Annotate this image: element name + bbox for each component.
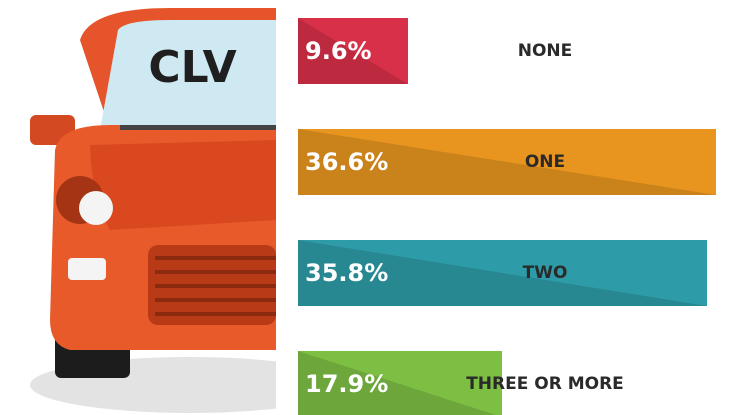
value-label: 17.9% <box>305 370 389 398</box>
category-label: ONE <box>524 151 566 172</box>
value-label: 35.8% <box>305 259 389 287</box>
category-label: TWO <box>522 262 568 283</box>
bar <box>298 351 503 415</box>
category-label: NONE <box>517 40 573 61</box>
bar <box>298 129 716 195</box>
value-label: 9.6% <box>305 37 372 65</box>
value-label: 36.6% <box>305 148 389 176</box>
chart-title: CLV <box>148 42 237 93</box>
category-label: THREE OR MORE <box>466 373 624 394</box>
car-illustration <box>30 8 276 413</box>
bar <box>298 240 707 306</box>
bar <box>298 18 408 84</box>
